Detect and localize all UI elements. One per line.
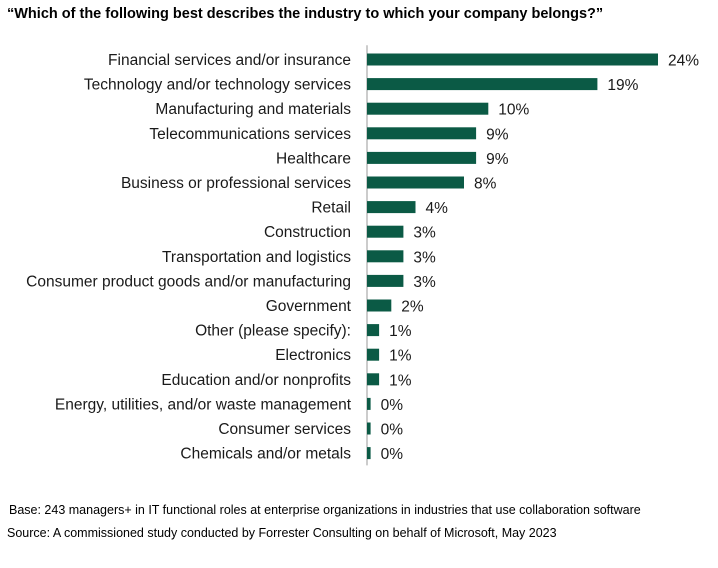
value-label: 2% — [401, 299, 424, 316]
bar — [367, 151, 477, 164]
bar — [367, 274, 404, 287]
value-label: 9% — [486, 126, 509, 143]
bar — [367, 299, 392, 312]
bar — [367, 102, 489, 115]
category-label: Consumer product goods and/or manufactur… — [26, 273, 351, 290]
bar — [367, 447, 371, 460]
bar — [367, 78, 598, 91]
bar — [367, 397, 371, 410]
value-label: 4% — [426, 200, 449, 217]
bar — [367, 53, 658, 66]
category-label: Retail — [311, 200, 351, 217]
value-label: 1% — [389, 372, 412, 389]
value-label: 1% — [389, 348, 412, 365]
category-label: Healthcare — [276, 150, 351, 167]
value-label: 1% — [389, 323, 412, 340]
value-label: 0% — [381, 446, 404, 463]
category-label: Energy, utilities, and/or waste manageme… — [55, 396, 352, 413]
bar — [367, 250, 404, 263]
value-label: 3% — [413, 225, 436, 242]
category-label: Other (please specify): — [195, 323, 351, 340]
value-label: 0% — [381, 422, 404, 439]
category-label: Education and/or nonprofits — [161, 372, 351, 389]
bar — [367, 176, 464, 189]
bar — [367, 201, 416, 214]
bar — [367, 324, 380, 337]
value-label: 0% — [381, 397, 404, 414]
category-label: Telecommunications services — [149, 126, 351, 143]
value-label: 24% — [668, 53, 699, 70]
category-label: Financial services and/or insurance — [108, 52, 351, 69]
source-footnote: Source: A commissioned study conducted b… — [7, 526, 557, 540]
bar — [367, 373, 380, 386]
bar — [367, 422, 371, 435]
value-label: 3% — [413, 274, 436, 291]
value-label: 19% — [607, 77, 638, 94]
base-footnote: Base: 243 managers+ in IT functional rol… — [9, 503, 641, 517]
category-label: Construction — [264, 224, 351, 241]
bar — [367, 127, 477, 140]
value-label: 10% — [498, 102, 529, 119]
value-label: 8% — [474, 176, 497, 193]
bar — [367, 348, 380, 361]
category-label: Business or professional services — [121, 175, 351, 192]
value-label: 3% — [413, 249, 436, 266]
category-label: Transportation and logistics — [162, 249, 351, 266]
category-label: Consumer services — [218, 421, 351, 438]
bar — [367, 225, 404, 238]
category-label: Government — [266, 298, 352, 315]
category-label: Technology and/or technology services — [84, 77, 351, 94]
chart-title: “Which of the following best describes t… — [7, 6, 604, 22]
value-label: 9% — [486, 151, 509, 168]
category-label: Manufacturing and materials — [155, 101, 351, 118]
category-label: Electronics — [275, 347, 351, 364]
category-label: Chemicals and/or metals — [180, 446, 351, 463]
